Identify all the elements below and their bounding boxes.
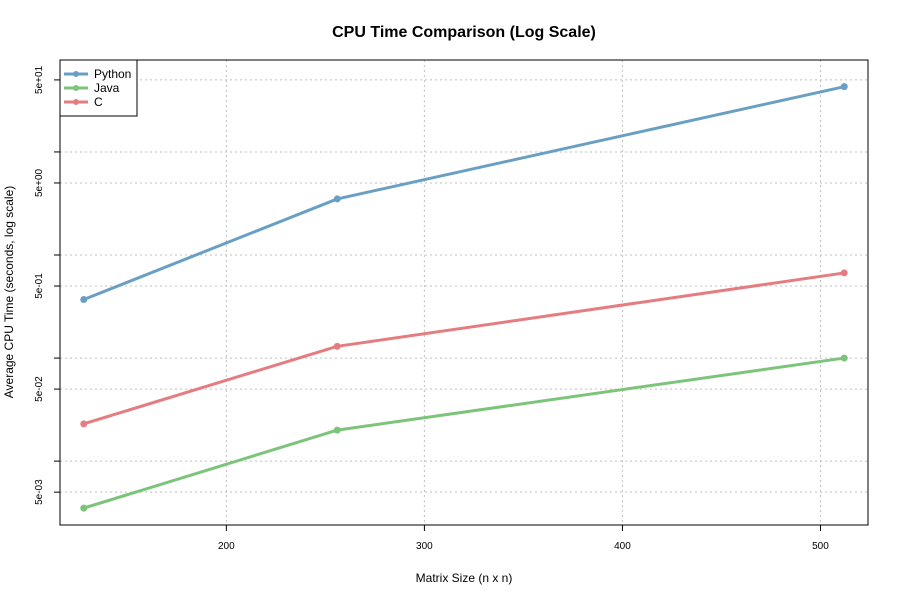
plot-frame [59,59,869,526]
legend-label-python: Python [94,67,131,81]
x-tick-label: 500 [812,541,829,552]
legend-marker-c [73,99,79,105]
x-tick-label: 400 [614,541,631,552]
y-tick-label: 5e+01 [34,65,45,94]
series-line-python [83,85,845,301]
y-tick-label: 5e-02 [34,376,45,402]
legend-item-python: Python [64,67,131,81]
data-point-python [333,195,341,203]
data-point-java [80,504,88,512]
data-point-java [840,354,848,362]
legend-item-java: Java [64,81,120,95]
y-tick-label: 5e-03 [34,479,45,505]
series-line-java [83,356,845,510]
legend-label-c: C [94,95,103,109]
x-tick-label: 300 [416,541,433,552]
legend: Python Java C [59,59,138,117]
y-tick-label: 5e+00 [34,168,45,197]
y-tick-label: 5e-01 [34,273,45,299]
data-point-python [80,296,88,304]
legend-item-c: C [64,95,103,109]
data-point-python [840,83,848,91]
grid [60,60,868,525]
legend-label-java: Java [94,81,120,95]
data-point-c [333,342,341,350]
data-point-java [333,426,341,434]
series-lines [80,83,848,512]
x-tick-label: 200 [218,541,235,552]
chart-title: CPU Time Comparison (Log Scale) [332,24,596,41]
x-axis-label: Matrix Size (n x n) [416,571,513,585]
y-axis-label: Average CPU Time (seconds, log scale) [2,186,16,399]
legend-marker-python [73,71,79,77]
data-point-c [80,420,88,428]
data-point-c [840,269,848,277]
series-line-c [83,271,845,426]
legend-marker-java [73,85,79,91]
axis-ticks: 200 300 400 500 5e-03 5e-02 5e-01 5e+00 5e+01 [34,65,829,552]
